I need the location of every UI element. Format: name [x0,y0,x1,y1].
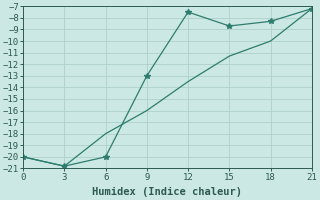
X-axis label: Humidex (Indice chaleur): Humidex (Indice chaleur) [92,187,243,197]
